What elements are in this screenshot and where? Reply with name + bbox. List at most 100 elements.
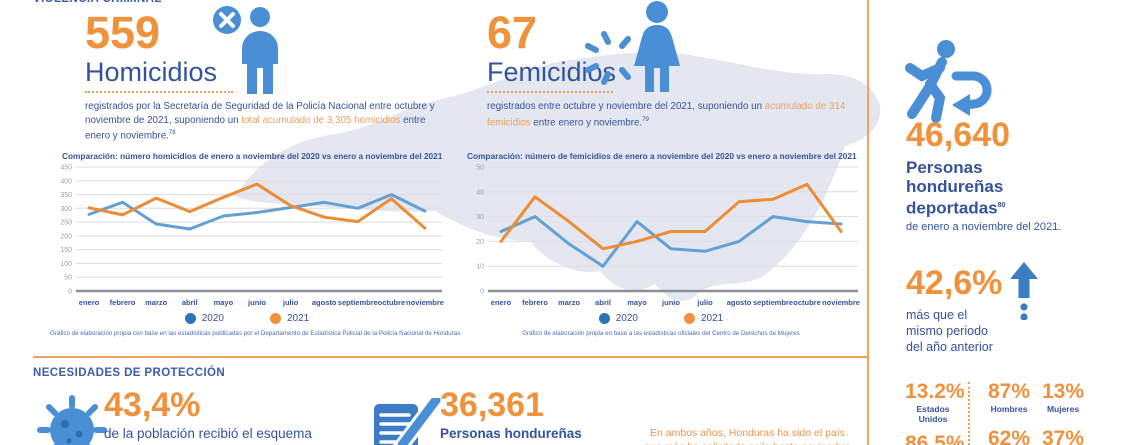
homicides-number: 559 [85, 7, 161, 58]
homicides-text-1: registrados por la Secretaría de Segurid… [85, 101, 435, 126]
asylum-note: En ambos años, Honduras ha sido el país … [630, 426, 865, 445]
us-label-line1: Estados [916, 404, 950, 414]
svg-text:0: 0 [68, 289, 72, 296]
legend-dot-2021 [684, 313, 695, 324]
men-share-stat: 87% Hombres 62% [984, 381, 1034, 445]
deportations-label: Personas hondureñas deportadas80 [906, 158, 1061, 218]
deportations-label-line1: Personas [906, 158, 983, 177]
row2-men-pct: 62% [987, 426, 1031, 445]
femicides-line-chart: 0 10 20 30 40 50 enero febrero marzo abril mayo jun… [476, 165, 860, 308]
homicides-stat-block: 559 Homicidios registrados por la Secret… [85, 10, 453, 143]
homicides-chart-caption: Gráfico de elaboración propia con base e… [50, 330, 461, 337]
femicides-chart-caption: Gráfico de elaboración propia en base a … [522, 330, 800, 337]
femicides-number: 67 [487, 7, 538, 58]
svg-text:julio: julio [282, 298, 299, 307]
svg-text:abril: abril [182, 298, 198, 307]
homicides-dotted-underline [85, 91, 233, 94]
legend-dot-2021 [270, 313, 281, 324]
legend-item-2021: 2021 [270, 313, 309, 324]
svg-text:100: 100 [60, 261, 72, 268]
homicides-text-2: entre enero y noviembre. [85, 114, 426, 142]
deportations-stat-block: 46,640 Personas hondureñas deportadas80 … [906, 118, 1061, 233]
femicides-dotted-underline [487, 91, 613, 94]
svg-text:junio: junio [661, 298, 680, 307]
svg-text:enero: enero [79, 298, 100, 307]
svg-text:noviembre: noviembre [406, 298, 444, 307]
virus-icon [37, 395, 107, 445]
svg-text:50: 50 [476, 165, 484, 172]
svg-text:30: 30 [476, 214, 484, 221]
homicides-highlight: total acumulado de 3,305 homicidios [241, 114, 401, 126]
svg-text:0: 0 [480, 289, 484, 296]
legend-label-2021: 2021 [701, 313, 724, 324]
men-share-label: Hombres [990, 404, 1028, 414]
homicides-description: registrados por la Secretaría de Segurid… [85, 100, 453, 143]
svg-text:octubre: octubre [378, 298, 406, 307]
row2-women-pct: 37% [1041, 426, 1085, 445]
vaccine-text: de la población recibió el esquema [104, 426, 312, 441]
stats-dotted-divider [968, 382, 970, 445]
us-share-pct: 13.2% [905, 380, 965, 403]
svg-text:septiembre: septiembre [338, 298, 378, 307]
legend-label-2021: 2021 [287, 313, 310, 324]
svg-text:40: 40 [476, 189, 484, 196]
svg-text:febrero: febrero [110, 298, 136, 307]
asylum-label: Personas hondureñas [440, 426, 582, 441]
svg-text:julio: julio [696, 298, 713, 307]
svg-text:agosto: agosto [312, 298, 337, 307]
svg-text:septiembre: septiembre [753, 298, 793, 307]
deportations-change-pct: 42,6% [906, 264, 1003, 302]
homicides-footnote: 78 [168, 130, 176, 137]
woman-with-burst-icon [585, 1, 680, 92]
right-column-divider [867, 0, 869, 445]
svg-text:350: 350 [60, 192, 72, 199]
change-line1: más que el [906, 308, 968, 322]
svg-text:octubre: octubre [793, 298, 821, 307]
svg-text:10: 10 [476, 264, 484, 271]
homicides-chart-legend: 2020 2021 [50, 313, 444, 324]
svg-text:febrero: febrero [522, 298, 548, 307]
legend-label-2020: 2020 [615, 313, 638, 324]
section-divider [33, 356, 867, 358]
svg-text:junio: junio [247, 298, 266, 307]
section-title-violencia: VIOLENCIA CRIMINAL [33, 0, 162, 5]
deportations-label-line3: deportadas80 [906, 196, 1061, 218]
men-share-pct: 87% [987, 380, 1031, 403]
femicides-highlight: acumulado de 314 femicidios [487, 101, 846, 129]
change-line3: del año anterior [906, 340, 993, 354]
section-title-proteccion: NECESIDADES DE PROTECCIÓN [33, 367, 226, 379]
deportations-number: 46,640 [906, 116, 1010, 154]
femicides-stat-block: 67 Femicidios registrados entre octubre … [487, 10, 859, 130]
row2-left-pct: 86.5% [905, 432, 965, 445]
femicides-chart-title: Comparación: número de femicidios de ene… [467, 151, 857, 161]
homicides-chart-title: Comparación: número homicidios de enero … [62, 151, 443, 161]
femicides-chart-legend: 2020 2021 [462, 313, 860, 324]
deportations-change-text: más que el mismo periodo del año anterio… [906, 307, 1002, 355]
asylum-note-line1: En ambos años, Honduras ha sido el país [650, 427, 845, 439]
deportations-label-line2: hondureñas [906, 177, 1004, 196]
femicides-text-1: registrados entre octubre y noviembre de… [487, 101, 765, 113]
femicides-description: registrados entre octubre y noviembre de… [487, 100, 859, 129]
svg-text:marzo: marzo [145, 298, 168, 307]
svg-text:marzo: marzo [558, 298, 581, 307]
legend-dot-2020 [184, 313, 196, 324]
femicides-label: Femicidios [487, 57, 617, 87]
homicides-chart: Comparación: número homicidios de enero … [50, 151, 461, 337]
svg-text:50: 50 [64, 275, 72, 282]
us-share-stat: 13.2% Estados Unidos 86.5% [905, 380, 965, 445]
svg-text:20: 20 [476, 239, 484, 246]
asylum-note-line2: que más ha solicitado asilo hasta noviem… [630, 440, 865, 445]
svg-text:mayo: mayo [214, 298, 234, 307]
deportations-label-line3-text: deportadas [906, 198, 998, 218]
svg-text:450: 450 [60, 165, 72, 172]
femicides-chart: Comparación: número de femicidios de ene… [462, 151, 860, 337]
svg-text:300: 300 [60, 206, 72, 213]
asylum-number: 36,361 [440, 386, 544, 424]
homicides-line-chart: 0 50 100 150 200 250 300 350 400 450 enero febrero m… [60, 165, 444, 308]
deportations-footnote: 80 [997, 202, 1006, 209]
svg-text:enero: enero [491, 298, 512, 307]
honduras-map-silhouette [235, 52, 881, 301]
us-label-line2: Unidos [918, 413, 948, 424]
legend-item-2021: 2021 [684, 313, 723, 324]
